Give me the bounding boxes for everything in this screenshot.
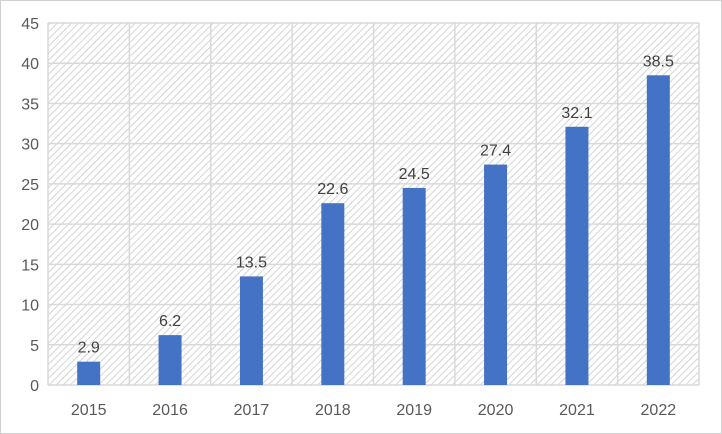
y-tick-label: 40 (21, 56, 39, 73)
x-tick-label: 2015 (71, 402, 107, 419)
y-tick-label: 25 (21, 177, 39, 194)
bar-2021 (565, 126, 589, 386)
data-label: 6.2 (159, 313, 181, 330)
bar-2022 (646, 75, 670, 386)
bar-2016 (158, 335, 182, 385)
bar-2015 (77, 361, 101, 385)
data-label: 27.4 (480, 143, 511, 160)
x-tick-label: 2017 (234, 402, 270, 419)
bar-2017 (239, 276, 263, 385)
data-label: 32.1 (561, 105, 592, 122)
bar-2019 (402, 187, 426, 385)
y-tick-label: 45 (21, 16, 39, 33)
data-label: 22.6 (317, 181, 348, 198)
x-tick-label: 2021 (559, 402, 595, 419)
y-tick-label: 30 (21, 137, 39, 154)
data-label: 38.5 (643, 53, 674, 70)
bar-2018 (321, 203, 345, 385)
x-tick-label: 2016 (152, 402, 188, 419)
data-label: 13.5 (236, 254, 267, 271)
x-tick-label: 2019 (396, 402, 432, 419)
data-label: 2.9 (78, 340, 100, 357)
x-tick-label: 2018 (315, 402, 351, 419)
y-tick-label: 20 (21, 217, 39, 234)
y-axis: 0 5 10 15 20 25 30 35 40 45 (21, 16, 39, 395)
data-labels: 2.9 6.2 13.5 22.6 24.5 27.4 32.1 38.5 (78, 53, 674, 356)
data-label: 24.5 (399, 166, 430, 183)
bar-2020 (484, 164, 508, 385)
gridlines (47, 22, 700, 386)
y-tick-label: 15 (21, 257, 39, 274)
y-tick-label: 0 (30, 378, 39, 395)
x-tick-label: 2020 (478, 402, 514, 419)
x-axis: 2015 2016 2017 2018 2019 2020 2021 2022 (71, 402, 676, 419)
x-tick-label: 2022 (641, 402, 677, 419)
y-tick-label: 5 (30, 338, 39, 355)
y-tick-label: 35 (21, 96, 39, 113)
y-tick-label: 10 (21, 298, 39, 315)
bars (77, 75, 670, 386)
